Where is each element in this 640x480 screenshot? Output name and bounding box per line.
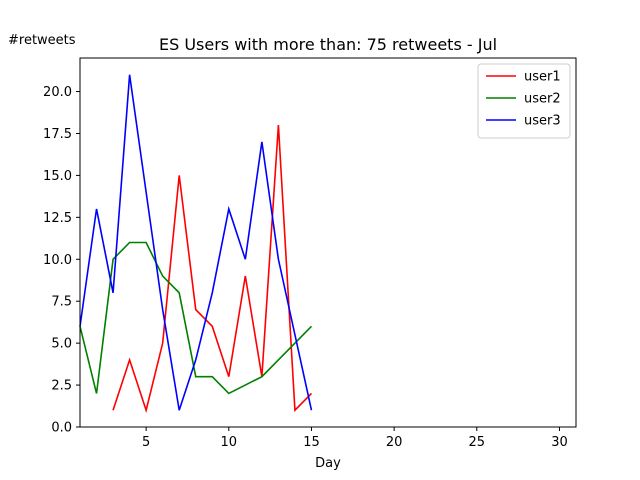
y-axis-label: #retweets <box>8 33 76 48</box>
y-tick-label: 5.0 <box>51 337 72 352</box>
legend-label-user1: user1 <box>524 70 561 85</box>
ticks-layer: 5 10 15 20 25 30 0.0 2.5 5.0 7.5 10.0 12.5 15.0 17.5 2… <box>43 85 568 450</box>
x-tick-label: 30 <box>551 435 568 450</box>
series-layer <box>79 74 313 414</box>
plot-frame <box>79 57 577 428</box>
x-tick-label: 10 <box>221 435 238 450</box>
x-axis-label: Day <box>315 456 341 471</box>
y-tick-label: 0.0 <box>51 421 72 436</box>
y-tick-label: 17.5 <box>43 127 72 142</box>
series-line-user3 <box>79 74 313 411</box>
x-tick-label: 20 <box>386 435 403 450</box>
y-tick-label: 7.5 <box>51 295 72 310</box>
x-tick-label: 25 <box>469 435 486 450</box>
legend: user1 user2 user3 <box>477 63 571 139</box>
y-tick-label: 15.0 <box>43 169 72 184</box>
chart-title: ES Users with more than: 75 retweets - J… <box>159 35 497 54</box>
legend-label-user3: user3 <box>524 114 561 129</box>
legend-label-user2: user2 <box>524 92 561 107</box>
series-line-user1 <box>112 125 313 414</box>
x-tick-label: 5 <box>142 435 150 450</box>
x-tick-label: 15 <box>303 435 320 450</box>
y-tick-label: 10.0 <box>43 253 72 268</box>
y-tick-label: 12.5 <box>43 211 72 226</box>
y-tick-label: 20.0 <box>43 85 72 100</box>
y-tick-label: 2.5 <box>51 379 72 394</box>
